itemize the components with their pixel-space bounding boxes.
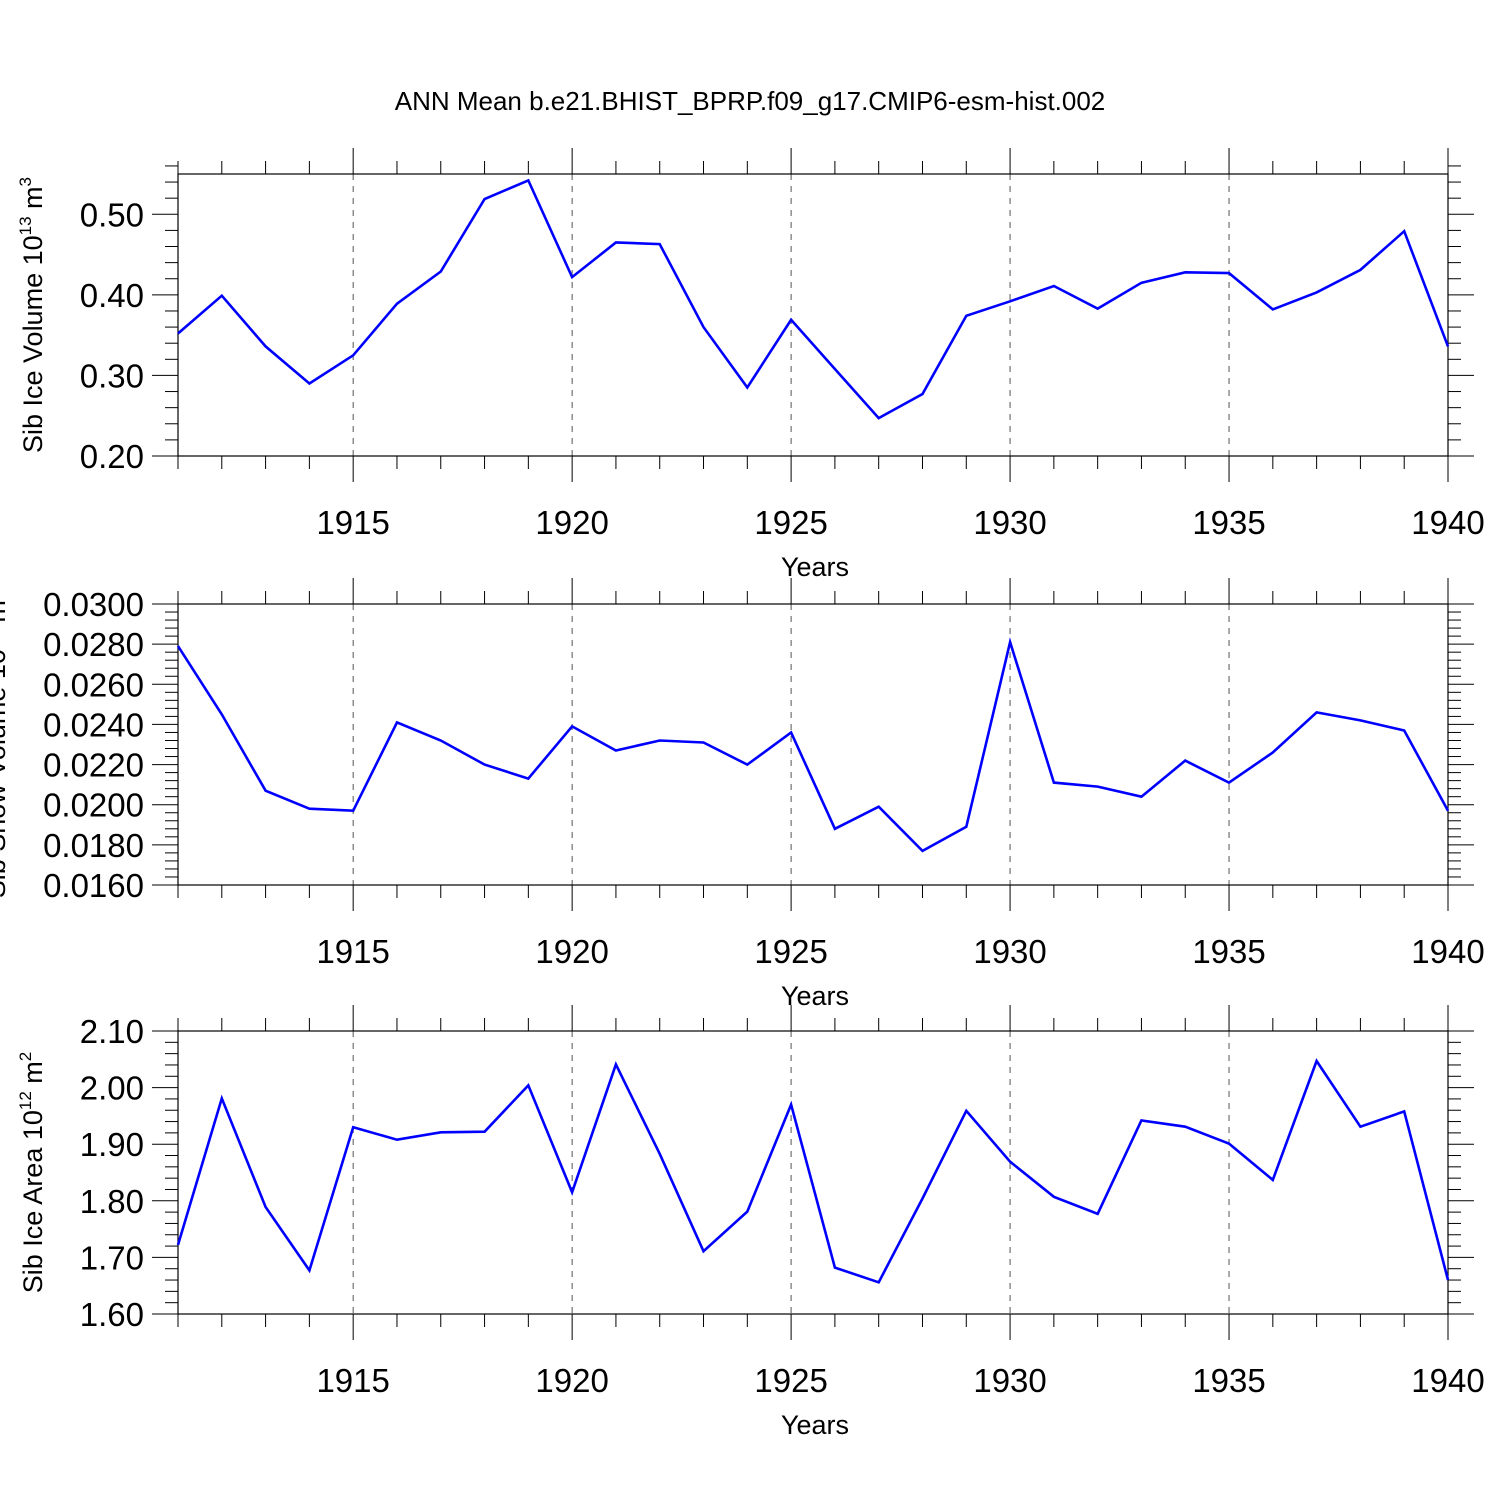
y-axis-title-unit: m	[0, 600, 11, 630]
panels: 0.20 0.30 0.40 0.50 1915 1920 1925 1930 1935 1940…	[0, 148, 1485, 1440]
x-tick-label: 1930	[973, 933, 1046, 970]
y-axis-title-unit-exp: 3	[16, 177, 35, 186]
x-axis-title: Years	[781, 981, 849, 1011]
y-tick-label: 1.90	[80, 1126, 144, 1163]
x-tick-label: 1920	[535, 933, 608, 970]
x-tick-label: 1940	[1411, 1362, 1484, 1399]
y-tick-label: 0.20	[80, 438, 144, 475]
x-tick-label: 1920	[535, 1362, 608, 1399]
y-tick-label: 1.70	[80, 1239, 144, 1276]
y-tick-label: 0.0280	[43, 626, 144, 663]
y-tick-label: 1.80	[80, 1183, 144, 1220]
series-line	[176, 637, 1450, 853]
y-axis-title: Sib Snow Volume 1013 m3	[0, 591, 11, 899]
y-tick-label: 2.10	[80, 1013, 144, 1050]
series-line	[176, 1058, 1450, 1284]
x-tick-label: 1925	[754, 504, 827, 541]
x-tick-label: 1930	[973, 1362, 1046, 1399]
x-tick-label: 1915	[316, 933, 389, 970]
y-tick-label: 0.0240	[43, 706, 144, 743]
y-tick-label: 0.30	[80, 357, 144, 394]
x-axis-title: Years	[781, 1410, 849, 1440]
y-axis-title-main: Sib Ice Area 10	[18, 1110, 48, 1293]
x-tick-label: 1940	[1411, 504, 1484, 541]
x-tick-label: 1935	[1192, 504, 1265, 541]
y-axis-title-exp: 12	[16, 1091, 35, 1110]
y-tick-label: 0.0180	[43, 827, 144, 864]
figure-title: ANN Mean b.e21.BHIST_BPRP.f09_g17.CMIP6-…	[395, 86, 1106, 116]
y-axis-title-main: Sib Snow Volume 10	[0, 649, 11, 898]
y-tick-label: 1.60	[80, 1296, 144, 1333]
y-tick-label: 0.0220	[43, 747, 144, 784]
x-tick-label: 1925	[754, 1362, 827, 1399]
y-tick-label: 0.40	[80, 277, 144, 314]
y-tick-label: 2.00	[80, 1070, 144, 1107]
panel-1: 0.20 0.30 0.40 0.50 1915 1920 1925 1930 1935 1940…	[16, 148, 1485, 582]
x-tick-label: 1940	[1411, 933, 1484, 970]
y-tick-label: 0.50	[80, 196, 144, 233]
y-tick-label: 0.0260	[43, 666, 144, 703]
y-tick-label: 0.0300	[43, 586, 144, 623]
plot-frame	[177, 603, 1449, 886]
plot-frame	[177, 173, 1449, 457]
y-axis-title-main: Sib Ice Volume 10	[18, 235, 48, 453]
panel-3: 1.60 1.70 1.80 1.90 2.00 2.10 1915 1920 1925 1930…	[16, 1005, 1485, 1440]
y-axis-title: Sib Ice Volume 1013 m3	[16, 177, 48, 453]
x-tick-label: 1920	[535, 504, 608, 541]
y-tick-label: 0.0200	[43, 787, 144, 824]
y-axis-title-unit-exp: 2	[16, 1052, 35, 1061]
y-axis-title-exp: 13	[16, 216, 35, 235]
x-tick-label: 1935	[1192, 1362, 1265, 1399]
x-tick-label: 1935	[1192, 933, 1265, 970]
x-tick-label: 1915	[316, 504, 389, 541]
y-axis-title: Sib Ice Area 1012 m2	[16, 1052, 48, 1294]
y-axis-title-unit: m	[18, 186, 48, 216]
plot-frame	[177, 1030, 1449, 1315]
y-axis-title-unit: m	[18, 1061, 48, 1091]
x-tick-label: 1915	[316, 1362, 389, 1399]
y-tick-label: 0.0160	[43, 867, 144, 904]
x-tick-label: 1925	[754, 933, 827, 970]
series-line	[177, 178, 1450, 420]
x-tick-label: 1930	[973, 504, 1046, 541]
x-axis-title: Years	[781, 552, 849, 582]
